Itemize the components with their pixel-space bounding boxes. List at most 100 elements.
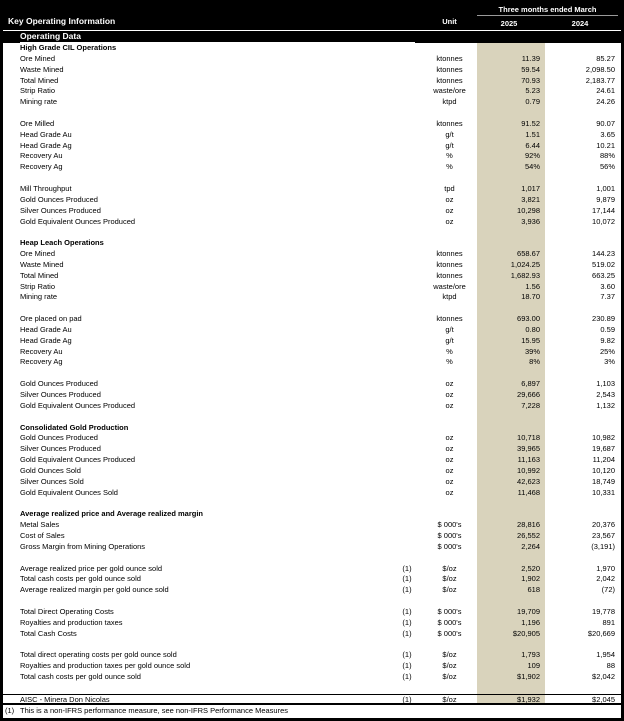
cell-label: Head Grade Ag bbox=[20, 140, 72, 150]
operating-data-subtitle: Operating Data bbox=[20, 31, 415, 43]
table-row: Royalties and production taxes (1) $ 000's… bbox=[3, 617, 621, 629]
cell-label: Heap Leach Operations bbox=[20, 238, 104, 248]
cell-v2024 bbox=[545, 368, 621, 379]
cell-fn bbox=[392, 498, 422, 509]
cell-v2024: 24.61 bbox=[596, 86, 615, 96]
cell-fn bbox=[392, 206, 422, 217]
cell-v2024 bbox=[545, 498, 621, 509]
cell-unit: $/oz bbox=[442, 563, 457, 573]
report-title: Key Operating Information bbox=[8, 16, 116, 26]
cell-fn bbox=[392, 303, 422, 314]
cell-fn bbox=[392, 97, 422, 108]
cell-v2025 bbox=[477, 43, 545, 54]
cell-v2024: 10,982 bbox=[592, 433, 615, 443]
cell-v2025: 42,623 bbox=[477, 476, 545, 488]
cell-unit: ktpd bbox=[442, 97, 457, 107]
cell-v2024: $20,669 bbox=[587, 628, 615, 638]
table-row: Total cash costs per gold ounce sold (1) $… bbox=[3, 574, 621, 586]
cell-label: Recovery Ag bbox=[20, 357, 63, 367]
spacer-row bbox=[3, 303, 621, 315]
cell-v2024 bbox=[545, 303, 621, 314]
table-row: Head Grade Ag g/t 6.44 10.21 bbox=[3, 140, 621, 152]
cell-v2024: 144.23 bbox=[592, 249, 615, 259]
cell-v2025 bbox=[477, 422, 545, 434]
table-row: Waste Mined ktonnes 59.54 2,098.50 bbox=[3, 64, 621, 76]
cell-v2024: $2,045 bbox=[592, 694, 615, 704]
cell-label bbox=[3, 227, 392, 238]
cell-v2025: 91.52 bbox=[477, 118, 545, 130]
cell-v2025: 6,897 bbox=[477, 379, 545, 390]
cell-v2024 bbox=[545, 553, 621, 564]
cell-v2024: 1,970 bbox=[596, 563, 615, 573]
table-row: Gold Ounces Produced oz 3,821 9,879 bbox=[3, 194, 621, 206]
table-row: Gross Margin from Mining Operations $ 000… bbox=[3, 541, 621, 553]
cell-label bbox=[3, 596, 392, 607]
cell-fn bbox=[392, 390, 422, 401]
cell-unit bbox=[422, 683, 477, 694]
table-row: Head Grade Ag g/t 15.95 9.82 bbox=[3, 335, 621, 347]
cell-v2025: 1,017 bbox=[477, 183, 545, 195]
cell-label: Strip Ratio bbox=[20, 281, 56, 291]
table-row: Gold Equivalent Ounces Produced oz 3,936 10… bbox=[3, 216, 621, 228]
cell-unit: ktonnes bbox=[436, 53, 463, 63]
cell-unit bbox=[422, 639, 477, 650]
table-row: Mining rate ktpd 0.79 24.26 bbox=[3, 97, 621, 109]
table-row: Total Mined ktonnes 1,682.93 663.25 bbox=[3, 270, 621, 282]
cell-unit: ktonnes bbox=[436, 75, 463, 85]
footnote-row: (1) This is a non-IFRS performance measu… bbox=[3, 704, 621, 717]
cell-v2025 bbox=[477, 227, 545, 239]
cell-fn: (1) bbox=[402, 563, 412, 573]
cell-v2024: 10,331 bbox=[592, 487, 615, 497]
cell-unit: ktonnes bbox=[436, 64, 463, 74]
cell-label: Total Mined bbox=[20, 270, 59, 280]
cell-fn bbox=[392, 401, 422, 412]
table-row: Silver Ounces Produced oz 29,666 2,543 bbox=[3, 390, 621, 401]
cell-v2024: 25% bbox=[599, 346, 615, 356]
cell-unit: waste/ore bbox=[433, 281, 466, 291]
cell-v2025: 693.00 bbox=[477, 314, 545, 325]
cell-v2024: 1,103 bbox=[596, 379, 615, 389]
cell-unit: oz bbox=[445, 379, 454, 389]
cell-unit: ktonnes bbox=[436, 314, 463, 324]
cell-v2025: 28,816 bbox=[477, 520, 545, 531]
table-row: Metal Sales $ 000's 28,816 20,376 bbox=[3, 520, 621, 531]
cell-label: Gold Equivalent Ounces Sold bbox=[20, 487, 118, 497]
spacer-row bbox=[3, 498, 621, 510]
footnote-marker: (1) bbox=[5, 706, 15, 716]
spacer-row bbox=[3, 227, 621, 239]
spacer-row bbox=[3, 173, 621, 184]
table-row: Gold Ounces Sold oz 10,992 10,120 bbox=[3, 465, 621, 477]
cell-fn: (1) bbox=[402, 671, 412, 681]
table-row: Average realized price per gold ounce so… bbox=[3, 563, 621, 575]
cell-v2024 bbox=[545, 639, 621, 650]
cell-label: Average realized price per gold ounce so… bbox=[20, 563, 163, 573]
table-row: Recovery Au% 92% 88% bbox=[3, 151, 621, 163]
cell-v2025: 92% bbox=[477, 151, 545, 163]
cell-v2025: 29,666 bbox=[477, 390, 545, 401]
table-row: Waste Mined ktonnes 1,024.25 519.02 bbox=[3, 259, 621, 271]
cell-fn bbox=[392, 520, 422, 531]
cell-unit bbox=[422, 108, 477, 119]
cell-label: Ore Mined bbox=[20, 53, 56, 63]
cell-label: Head Grade Au bbox=[20, 324, 72, 334]
cell-v2024: 18,749 bbox=[592, 476, 615, 486]
cell-fn: (1) bbox=[402, 628, 412, 638]
cell-v2024: 90.07 bbox=[596, 118, 615, 128]
cell-v2025: 658.67 bbox=[477, 249, 545, 260]
cell-v2025: $20,905 bbox=[477, 628, 545, 640]
cell-unit: g/t bbox=[445, 324, 454, 334]
cell-label: Ore Milled bbox=[20, 118, 55, 128]
cell-fn bbox=[392, 173, 422, 184]
cell-v2025 bbox=[477, 368, 545, 380]
cell-v2025 bbox=[477, 552, 545, 564]
cell-fn bbox=[392, 444, 422, 455]
cell-fn bbox=[392, 683, 422, 694]
cell-label: Silver Ounces Produced bbox=[20, 205, 101, 215]
cell-label: Recovery Ag bbox=[20, 162, 63, 172]
cell-fn bbox=[392, 238, 422, 249]
cell-unit: % bbox=[446, 357, 453, 367]
cell-label: Gold Ounces Produced bbox=[20, 379, 98, 389]
cell-unit: g/t bbox=[445, 129, 454, 139]
table-row: Total direct operating costs per gold ou… bbox=[3, 650, 621, 662]
